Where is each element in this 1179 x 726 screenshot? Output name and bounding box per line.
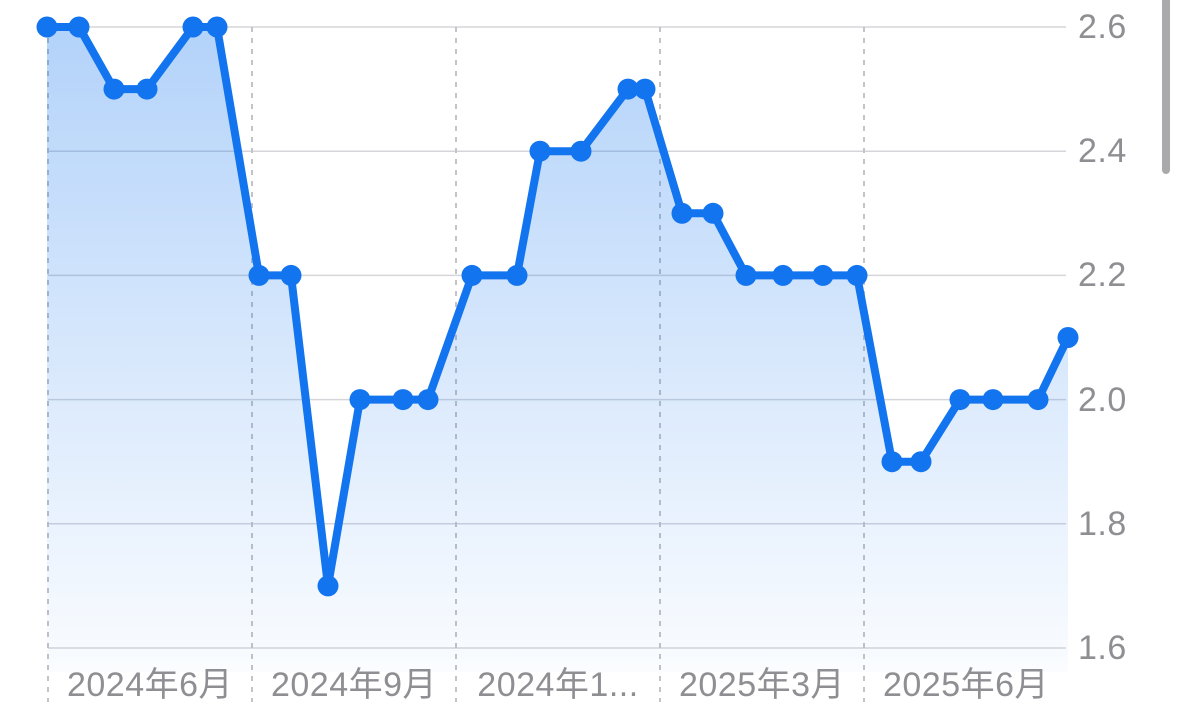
data-point-marker[interactable] <box>1027 389 1049 411</box>
y-tick-label: 1.6 <box>1078 629 1127 667</box>
data-point-marker[interactable] <box>103 78 125 100</box>
data-point-marker[interactable] <box>846 264 868 286</box>
data-point-marker[interactable] <box>206 16 228 38</box>
data-point-marker[interactable] <box>461 264 483 286</box>
data-point-marker[interactable] <box>392 389 414 411</box>
x-tick-label: 2024年6月 <box>66 666 234 704</box>
data-point-marker[interactable] <box>570 140 592 162</box>
data-point-marker[interactable] <box>248 264 270 286</box>
data-point-marker[interactable] <box>982 389 1004 411</box>
x-tick-label: 2025年3月 <box>678 666 846 704</box>
data-point-marker[interactable] <box>417 389 439 411</box>
data-point-marker[interactable] <box>36 16 58 38</box>
scrollbar-thumb[interactable] <box>1162 0 1170 174</box>
data-point-marker[interactable] <box>735 264 757 286</box>
data-point-marker[interactable] <box>182 16 204 38</box>
y-tick-label: 2.6 <box>1078 8 1127 46</box>
x-tick-label: 2024年9月 <box>270 666 438 704</box>
data-point-marker[interactable] <box>529 140 551 162</box>
series-area-fill <box>47 27 1068 672</box>
data-point-marker[interactable] <box>772 264 794 286</box>
data-point-marker[interactable] <box>349 389 371 411</box>
y-tick-label: 1.8 <box>1078 504 1127 543</box>
data-point-marker[interactable] <box>617 78 639 100</box>
data-point-marker[interactable] <box>317 575 339 597</box>
data-point-marker[interactable] <box>702 202 724 224</box>
data-point-marker[interactable] <box>634 78 656 100</box>
data-point-marker[interactable] <box>136 78 158 100</box>
data-point-marker[interactable] <box>881 451 903 473</box>
data-point-marker[interactable] <box>812 264 834 286</box>
x-tick-label: 2025年6月 <box>882 666 1050 704</box>
data-point-marker[interactable] <box>280 264 302 286</box>
series-markers <box>36 16 1079 597</box>
y-tick-label: 2.0 <box>1078 380 1127 419</box>
data-point-marker[interactable] <box>506 264 528 286</box>
data-point-marker[interactable] <box>1057 327 1079 348</box>
x-tick-label: 2024年1... <box>477 666 639 704</box>
data-point-marker[interactable] <box>910 451 932 473</box>
y-tick-label: 2.2 <box>1078 256 1127 295</box>
data-point-marker[interactable] <box>68 16 90 38</box>
y-tick-label: 2.4 <box>1078 132 1127 171</box>
data-point-marker[interactable] <box>671 202 693 224</box>
data-point-marker[interactable] <box>949 389 971 411</box>
